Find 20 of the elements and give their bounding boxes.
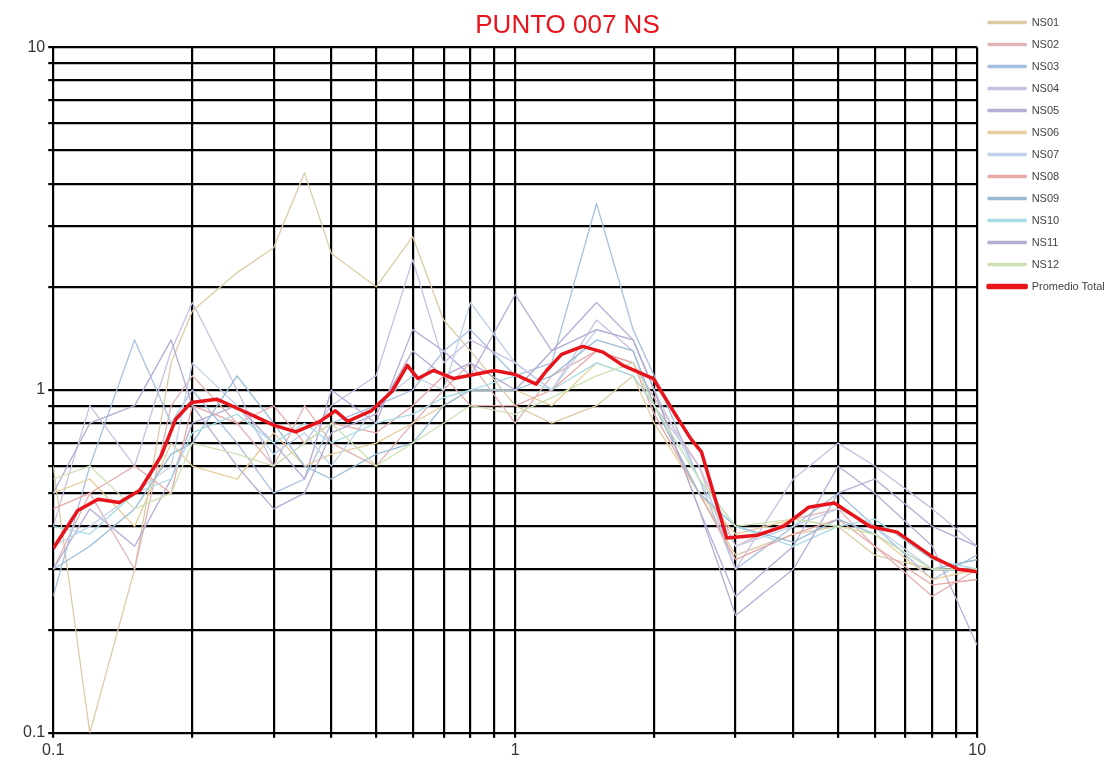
y-tick-label: 1 [36, 380, 46, 398]
x-tick-label: 1 [510, 740, 520, 758]
legend-label: Promedio Total [1031, 279, 1105, 292]
y-tick-label: 0.1 [22, 723, 46, 741]
legend-label: NS01 [1031, 15, 1060, 28]
legend-label: NS08 [1031, 169, 1060, 182]
legend-label: NS07 [1031, 147, 1060, 160]
legend-label: NS04 [1031, 81, 1060, 94]
legend-label: NS06 [1031, 125, 1060, 138]
legend-label: NS12 [1031, 257, 1060, 270]
legend-label: NS11 [1031, 235, 1059, 248]
legend-label: NS02 [1031, 37, 1060, 50]
legend-label: NS09 [1031, 191, 1060, 204]
x-tick-label: 10 [968, 740, 987, 758]
x-tick-label: 0.1 [42, 740, 65, 758]
legend-label: NS05 [1031, 103, 1060, 116]
chart-title: PUNTO 007 NS [475, 8, 660, 39]
legend-label: NS10 [1031, 213, 1060, 226]
y-tick-label: 10 [27, 37, 46, 55]
legend-label: NS03 [1031, 59, 1060, 72]
